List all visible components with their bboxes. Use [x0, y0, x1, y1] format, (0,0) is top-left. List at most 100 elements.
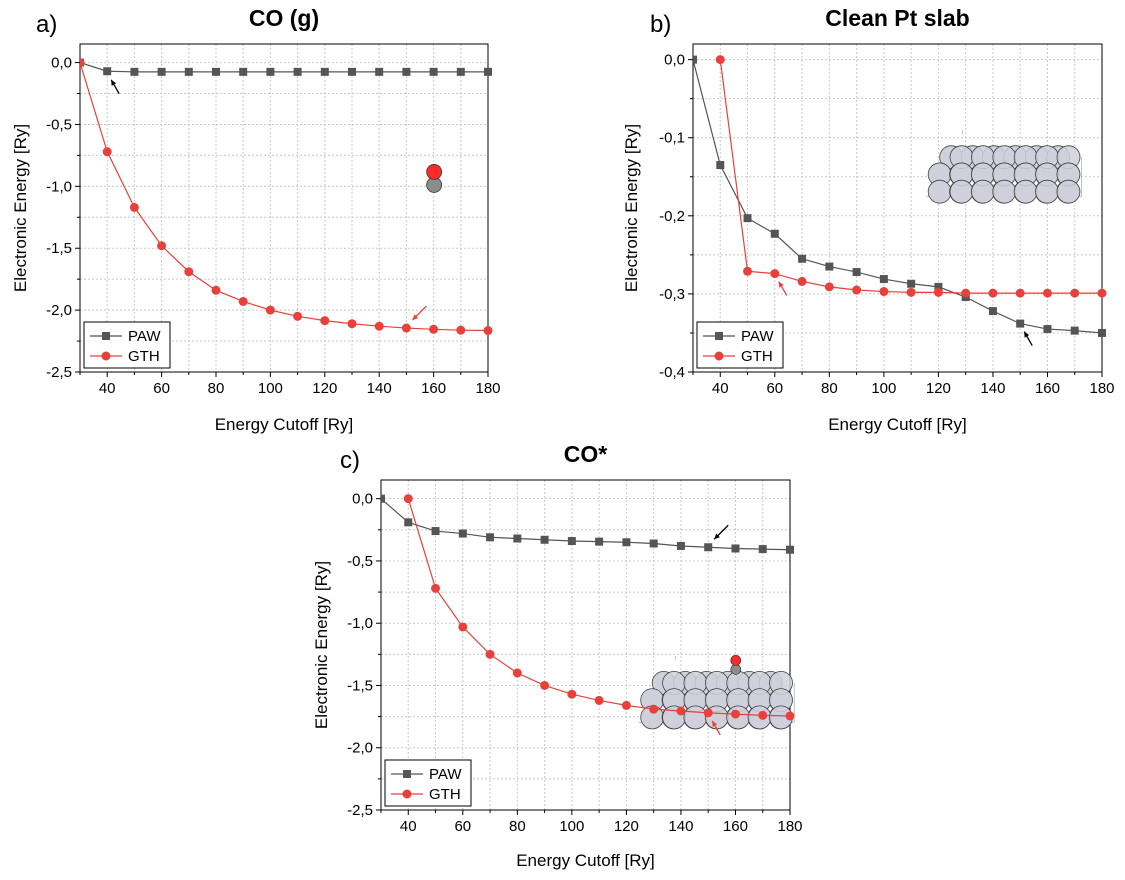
data-point: [456, 325, 466, 335]
y-tick-label: -2,5: [347, 802, 373, 819]
x-tick-label: 40: [712, 380, 729, 397]
series-gth: [403, 494, 795, 721]
data-point: [374, 321, 384, 331]
x-tick-label: 80: [821, 380, 838, 397]
data-point: [431, 527, 440, 536]
data-point: [431, 583, 441, 593]
data-point: [743, 214, 752, 223]
arrow-head: [712, 720, 718, 727]
data-point: [129, 202, 139, 212]
x-tick-label: 120: [312, 380, 337, 397]
annotation-arrow: [711, 720, 721, 736]
x-tick-label: 80: [509, 818, 526, 835]
data-point: [649, 704, 659, 714]
x-tick-label: 180: [1089, 380, 1114, 397]
annotation-arrow: [110, 79, 120, 95]
data-point: [704, 543, 713, 552]
x-tick-label: 140: [980, 380, 1005, 397]
legend: PAW GTH: [83, 321, 171, 369]
panel-letter: c): [340, 447, 360, 474]
y-tick-label: 0,0: [352, 491, 373, 508]
legend-label: GTH: [429, 786, 461, 803]
data-point: [758, 710, 768, 720]
data-point: [906, 287, 916, 297]
series-gth: [715, 55, 1107, 298]
arrow-head: [778, 281, 784, 288]
y-tick-label: 0,0: [664, 52, 685, 69]
data-point: [988, 307, 997, 316]
data-point: [961, 288, 971, 298]
x-tick-label: 180: [777, 818, 802, 835]
data-point: [381, 494, 385, 503]
y-tick-label: -0,2: [659, 208, 685, 225]
x-tick-label: 160: [723, 818, 748, 835]
x-tick-label: 160: [421, 380, 446, 397]
data-point: [785, 711, 795, 721]
pt-atom: [1056, 179, 1081, 204]
legend-box: [384, 759, 472, 807]
data-point: [1070, 288, 1080, 298]
data-point: [184, 267, 194, 277]
y-tick-label: -1,5: [46, 240, 72, 257]
annotation-arrow: [411, 305, 427, 321]
x-tick-label: 100: [258, 380, 283, 397]
legend-box: [83, 321, 171, 369]
data-point: [512, 668, 522, 678]
data-point: [676, 542, 685, 550]
data-point: [320, 316, 330, 326]
x-tick-label: 100: [559, 818, 584, 835]
y-tick-label: -2,0: [347, 740, 373, 757]
y-tick-label: -0,4: [659, 364, 685, 381]
x-tick-label: 160: [1035, 380, 1060, 397]
legend-marker: [403, 770, 411, 778]
data-point: [622, 538, 631, 547]
x-tick-label: 60: [454, 818, 471, 835]
x-tick-label: 140: [367, 380, 392, 397]
y-axis-label: Electronic Energy [Ry]: [312, 561, 331, 729]
data-point: [693, 55, 697, 64]
y-tick-label: -1,5: [347, 677, 373, 694]
series-line: [80, 62, 489, 332]
data-point: [157, 241, 167, 251]
data-point: [676, 706, 686, 716]
pt-atom: [1035, 179, 1059, 204]
data-point: [103, 67, 112, 76]
data-point: [265, 305, 275, 315]
arrow-head: [412, 314, 419, 321]
legend-marker: [402, 789, 412, 799]
plot-frame: [692, 43, 1103, 373]
legend-entry-gth: GTH: [703, 348, 773, 365]
data-point: [797, 276, 807, 286]
data-point: [988, 288, 998, 298]
legend-entry-paw: PAW: [90, 328, 161, 345]
data-point: [484, 67, 492, 76]
pt-atom: [683, 705, 708, 730]
oxygen-atom: [426, 164, 443, 180]
data-point: [540, 535, 549, 544]
y-axis-label: Electronic Energy [Ry]: [11, 124, 30, 292]
co-on-pt-slab-icon: [638, 655, 795, 730]
grid: [381, 480, 791, 811]
data-point: [102, 147, 112, 157]
data-point: [540, 680, 550, 690]
data-point: [429, 324, 439, 334]
data-point: [184, 67, 193, 76]
y-tick-label: -2,5: [46, 364, 72, 381]
oxygen-atom: [730, 655, 742, 666]
data-point: [320, 67, 329, 76]
y-tick-label: 0,0: [51, 55, 72, 72]
legend-entry-gth: GTH: [90, 348, 160, 365]
panel-letter: b): [650, 11, 671, 38]
data-point: [786, 545, 794, 554]
data-point: [852, 285, 862, 295]
legend-entry-paw: PAW: [391, 766, 462, 783]
data-point: [458, 622, 468, 632]
data-point: [716, 161, 725, 170]
data-point: [211, 285, 221, 295]
data-point: [347, 319, 357, 329]
y-tick-label: -0,5: [46, 116, 72, 133]
data-point: [486, 533, 495, 542]
series-paw: [381, 494, 794, 554]
data-point: [401, 323, 411, 333]
x-tick-label: 120: [926, 380, 951, 397]
